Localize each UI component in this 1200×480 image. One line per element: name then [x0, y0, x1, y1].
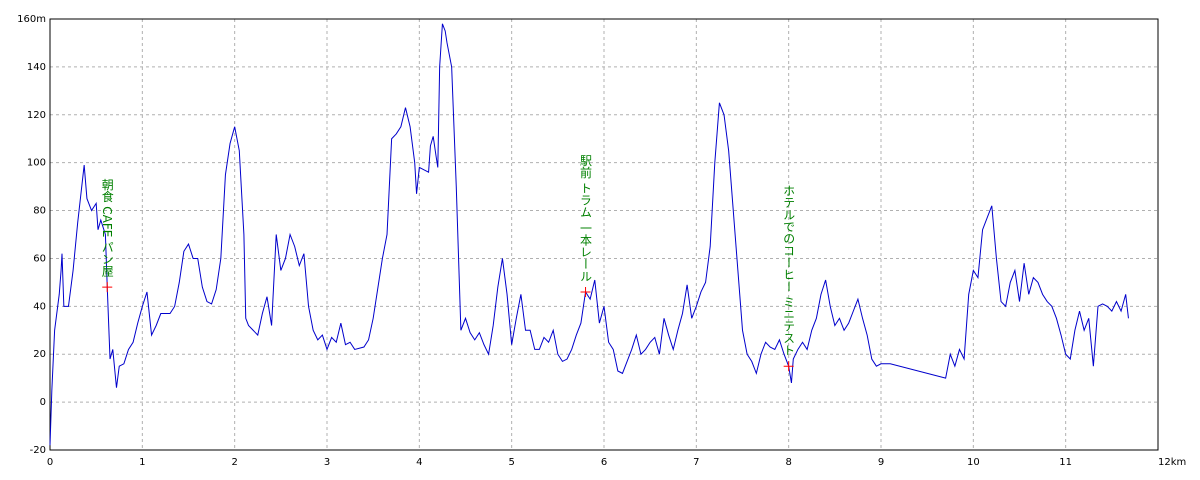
x-tick-label: 10 [967, 457, 980, 468]
x-tick-label: 3 [324, 457, 330, 468]
annotation-label: 朝食 CAFE パン屋 [100, 178, 114, 278]
y-tick-label: 120 [27, 110, 46, 121]
x-tick-label: 12km [1158, 457, 1186, 468]
annotation-label: 駅前 トラム 一本レール [579, 154, 593, 282]
y-tick-label: 160m [17, 14, 46, 25]
plot-frame [49, 18, 1159, 451]
x-tick-label: 4 [416, 457, 422, 468]
x-tick-label: 0 [47, 457, 53, 468]
x-tick-label: 8 [785, 457, 791, 468]
x-tick-label: 9 [878, 457, 884, 468]
y-tick-label: 40 [33, 301, 46, 312]
x-tick-label: 2 [231, 457, 237, 468]
y-tick-label: -20 [30, 445, 46, 456]
annotation-marker [102, 282, 113, 293]
y-tick-label: 140 [27, 62, 46, 73]
elevation-line [49, 23, 1129, 446]
x-tick-label: 6 [601, 457, 607, 468]
y-tick-label: 20 [33, 349, 46, 360]
y-tick-label: 80 [33, 206, 46, 217]
annotation-label: ホテルでのコーヒー ミニテスト [782, 184, 796, 356]
annotation-marker [580, 286, 591, 297]
y-tick-label: 100 [27, 158, 46, 169]
x-tick-label: 5 [508, 457, 514, 468]
annotation-marker [783, 361, 794, 372]
x-tick-label: 11 [1059, 457, 1072, 468]
y-tick-label: 0 [40, 397, 46, 408]
x-tick-label: 7 [693, 457, 699, 468]
y-tick-label: 60 [33, 253, 46, 264]
x-tick-label: 1 [139, 457, 145, 468]
